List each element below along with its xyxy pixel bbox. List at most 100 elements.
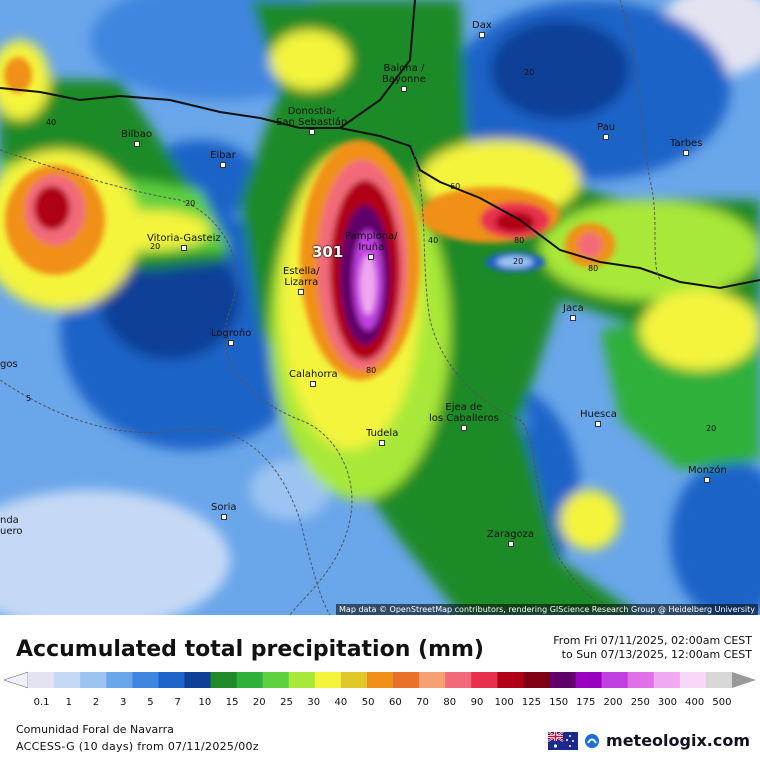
legend-tick-label: 90 bbox=[470, 697, 484, 708]
legend-tick-label: 200 bbox=[603, 697, 623, 708]
city-bilbao: Bilbao bbox=[121, 129, 152, 147]
legend-tick-label: 500 bbox=[712, 697, 732, 708]
legend-tick-label: 80 bbox=[443, 697, 457, 708]
meteologix-logo-icon bbox=[585, 733, 600, 748]
legend-swatch bbox=[28, 672, 55, 688]
legend-tick-label: 3 bbox=[120, 697, 127, 708]
contour-label: 60 bbox=[450, 182, 461, 191]
city-san-sebastian: Donostia- San Sebastián bbox=[276, 106, 347, 135]
legend-tick-label: 30 bbox=[307, 697, 321, 708]
legend-swatch bbox=[210, 672, 238, 688]
legend-tick-label: 10 bbox=[198, 697, 212, 708]
legend-swatch bbox=[106, 672, 133, 688]
model-run-label: ACCESS-G (10 days) from 07/11/2025/00z bbox=[16, 740, 259, 753]
color-scale-legend bbox=[3, 671, 756, 689]
city-aranda-partial: nda uero bbox=[0, 515, 23, 537]
legend-swatch bbox=[158, 672, 185, 688]
legend-swatch bbox=[601, 672, 629, 688]
legend-tick-label: 2 bbox=[92, 697, 100, 708]
legend-tick-label: 100 bbox=[494, 697, 514, 708]
contour-label: 20 bbox=[150, 242, 161, 251]
legend-swatch bbox=[445, 672, 472, 688]
precipitation-field bbox=[0, 0, 760, 615]
legend-swatch bbox=[523, 672, 550, 688]
legend-swatch bbox=[340, 672, 368, 688]
legend-swatch bbox=[54, 672, 81, 688]
city-vitoria-gasteiz: Vitoria-Gasteiz bbox=[147, 233, 221, 251]
legend-tick-label: 40 bbox=[334, 697, 348, 708]
legend-tick-label: 125 bbox=[521, 697, 541, 708]
contour-label: 40 bbox=[46, 118, 57, 127]
city-jaca: Jaca bbox=[563, 303, 584, 321]
contour-label: 20 bbox=[706, 424, 717, 433]
contour-label: 40 bbox=[428, 236, 439, 245]
legend-tick-label: 250 bbox=[630, 697, 650, 708]
legend-swatch bbox=[314, 672, 342, 688]
legend-tick-label: 400 bbox=[685, 697, 705, 708]
brand[interactable]: meteologix.com bbox=[548, 731, 750, 750]
legend-swatch bbox=[419, 672, 446, 688]
city-eibar: Eibar bbox=[210, 150, 236, 168]
contour-label: 80 bbox=[366, 366, 377, 375]
city-pau: Pau bbox=[597, 122, 615, 140]
legend-ticks: 0.1 1 2 3 5 7 10 15 20 25 30 40 50 60 70 80 90 100 125 150 1… bbox=[0, 697, 760, 711]
time-period: From Fri 07/11/2025, 02:00am CEST to Sun… bbox=[553, 634, 752, 662]
period-from: From Fri 07/11/2025, 02:00am CEST bbox=[553, 634, 752, 647]
contour-label: 80 bbox=[514, 236, 525, 245]
city-burgos-partial: gos bbox=[0, 359, 18, 370]
city-monzon: Monzón bbox=[688, 465, 727, 483]
legend-swatch bbox=[575, 672, 603, 688]
legend-swatch bbox=[366, 672, 394, 688]
max-value-label: 301 bbox=[312, 243, 344, 261]
legend-swatch bbox=[393, 672, 420, 688]
precipitation-map[interactable]: Dax Baiona / Bayonne Bilbao Donostia- Sa… bbox=[0, 0, 760, 615]
city-zaragoza: Zaragoza bbox=[487, 529, 534, 547]
region-label: Comunidad Foral de Navarra bbox=[16, 723, 174, 736]
contour-label: 20 bbox=[185, 199, 196, 208]
legend-swatch bbox=[471, 672, 498, 688]
city-logrono: Logroño bbox=[211, 328, 251, 346]
legend-swatch bbox=[184, 672, 212, 688]
city-ejea: Ejea de los Caballeros bbox=[429, 402, 499, 431]
legend-tick-label: 300 bbox=[657, 697, 678, 708]
legend-swatch bbox=[679, 672, 707, 688]
legend-tick-label: 7 bbox=[174, 697, 181, 708]
legend-swatch bbox=[653, 672, 681, 688]
legend-tick-label: 20 bbox=[252, 697, 266, 708]
contour-label: 80 bbox=[588, 264, 599, 273]
legend-tick-label: 15 bbox=[225, 697, 239, 708]
period-to: to Sun 07/13/2025, 12:00am CEST bbox=[561, 648, 752, 661]
city-dax: Dax bbox=[472, 20, 492, 38]
city-huesca: Huesca bbox=[580, 409, 617, 427]
legend-tick-label: 0.1 bbox=[33, 697, 50, 708]
legend-swatch bbox=[705, 672, 733, 688]
legend-tick-label: 150 bbox=[549, 697, 569, 708]
legend-tick-label: 175 bbox=[576, 697, 596, 708]
australia-flag-icon bbox=[548, 731, 579, 750]
legend-tick-label: 50 bbox=[361, 697, 375, 708]
contour-label: 20 bbox=[524, 68, 535, 77]
city-bayonne: Baiona / Bayonne bbox=[382, 63, 426, 92]
legend-swatch bbox=[549, 672, 577, 688]
legend-swatch bbox=[288, 672, 316, 688]
city-calahorra: Calahorra bbox=[289, 369, 338, 387]
brand-name: meteologix.com bbox=[606, 731, 750, 750]
legend-swatch bbox=[236, 672, 264, 688]
legend-tick-label: 1 bbox=[65, 697, 72, 708]
chart-title: Accumulated total precipitation (mm) bbox=[16, 637, 484, 662]
contour-label: 5 bbox=[26, 394, 32, 403]
legend-tick-label: 60 bbox=[388, 697, 402, 708]
legend-swatch bbox=[627, 672, 655, 688]
city-pamplona: Pamplona/ Iruña bbox=[345, 231, 398, 260]
legend-tick-label: 25 bbox=[280, 697, 293, 708]
map-attribution[interactable]: Map data © OpenStreetMap contributors, r… bbox=[336, 604, 758, 615]
legend-swatch bbox=[497, 672, 524, 688]
legend-swatch bbox=[132, 672, 159, 688]
city-soria: Soria bbox=[211, 502, 236, 520]
city-estella: Estella/ Lizarra bbox=[283, 266, 320, 295]
legend-tick-label: 70 bbox=[416, 697, 429, 708]
contour-label: 20 bbox=[513, 257, 524, 266]
legend-over-arrow bbox=[732, 672, 756, 688]
legend-tick-label: 5 bbox=[147, 697, 154, 708]
city-tudela: Tudela bbox=[366, 428, 398, 446]
